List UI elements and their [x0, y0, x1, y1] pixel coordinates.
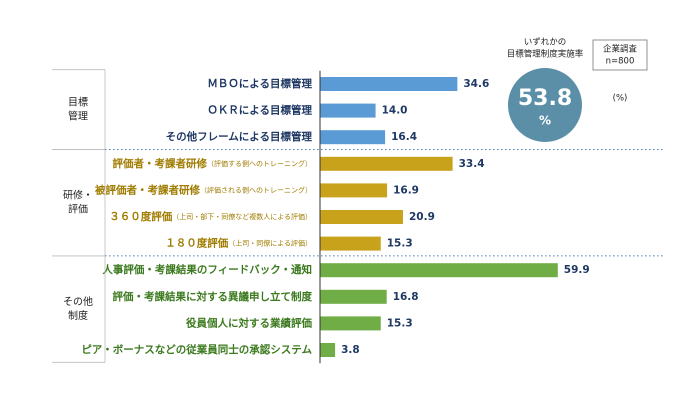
value-label: 16.4	[391, 131, 417, 143]
category-label: ＯＫＲによる目標管理	[207, 104, 312, 117]
category-label: 被評価者・考課者研修（評価される側へのトレーニング）	[95, 183, 312, 196]
category-name: ３６０度評価	[109, 210, 172, 223]
value-label: 15.3	[387, 238, 413, 250]
category-note: （上司・同僚による評価）	[228, 239, 312, 248]
value-label: 16.9	[393, 184, 419, 196]
bar	[320, 263, 558, 278]
category-name: 被評価者・考課者研修	[95, 183, 200, 196]
bar	[320, 156, 453, 171]
bar	[320, 210, 403, 224]
category-name: その他フレームによる目標管理	[166, 130, 313, 143]
rate-label: 目標管理制度実施率	[507, 49, 584, 60]
category-name: ＭＢＯによる目標管理	[207, 77, 312, 90]
category-name: 評価者・考課者研修	[113, 157, 208, 170]
rate-unit: %	[539, 114, 551, 128]
value-label: 15.3	[387, 317, 413, 329]
value-label: 14.0	[382, 105, 408, 117]
rate-value: 53.8	[518, 86, 572, 111]
value-label: 33.4	[459, 158, 485, 170]
category-name: ピア・ボーナスなどの従業員同士の承認システム	[81, 343, 312, 356]
bar	[320, 77, 458, 91]
bar	[320, 130, 386, 145]
rate-circle	[508, 68, 582, 142]
bar	[320, 183, 388, 198]
group-label: 管理	[68, 110, 88, 123]
category-name: 評価・考課結果に対する異議申し立て制度	[113, 290, 313, 303]
bar	[320, 289, 387, 304]
category-label: 評価・考課結果に対する異議申し立て制度	[113, 290, 313, 303]
unit-note: (%)	[613, 94, 628, 104]
value-label: 16.8	[393, 291, 419, 303]
group-label: その他	[63, 295, 93, 308]
category-note: （上司・部下・同僚など複数人による評価）	[172, 212, 312, 221]
survey-note: 企業調査	[603, 44, 638, 55]
category-label: ＭＢＯによる目標管理	[207, 77, 312, 90]
category-name: ＯＫＲによる目標管理	[207, 104, 312, 117]
value-label: 59.9	[564, 264, 590, 276]
survey-note: n=800	[606, 57, 635, 67]
rate-label: いずれかの	[524, 37, 567, 48]
bar	[320, 316, 381, 331]
group-label: 制度	[68, 309, 88, 322]
category-label: ピア・ボーナスなどの従業員同士の承認システム	[81, 343, 312, 356]
group-label: 目標	[68, 96, 88, 109]
category-label: ３６０度評価（上司・部下・同僚など複数人による評価）	[109, 210, 312, 223]
category-name: 人事評価・考課結果のフィードバック・通知	[102, 263, 312, 276]
category-label: 役員個人に対する業績評価	[185, 316, 312, 329]
survey-box	[592, 39, 648, 71]
category-label: １８０度評価（上司・同僚による評価）	[165, 237, 312, 250]
category-name: 役員個人に対する業績評価	[185, 316, 312, 329]
category-label: その他フレームによる目標管理	[166, 130, 313, 143]
group-label: 評価	[68, 203, 88, 216]
bar	[320, 236, 381, 251]
category-name: １８０度評価	[165, 237, 228, 250]
value-label: 20.9	[409, 211, 435, 223]
category-note: （評価する側へのトレーニング）	[207, 159, 312, 168]
category-note: （評価される側へのトレーニング）	[200, 185, 312, 194]
bar	[320, 103, 376, 118]
bar	[320, 343, 336, 357]
group-label: 研修・	[63, 189, 93, 202]
category-label: 人事評価・考課結果のフィードバック・通知	[102, 263, 312, 276]
value-label: 34.6	[463, 78, 489, 90]
category-label: 評価者・考課者研修（評価する側へのトレーニング）	[113, 157, 313, 170]
value-label: 3.8	[341, 344, 360, 356]
